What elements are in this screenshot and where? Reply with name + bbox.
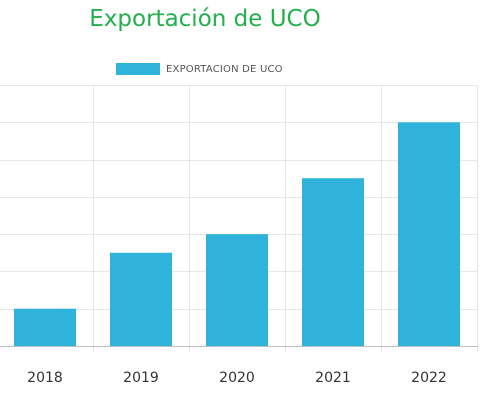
bar-2018[interactable] xyxy=(14,308,76,346)
x-tick-label: 2019 xyxy=(123,370,159,386)
chart-title: Exportación de UCO xyxy=(89,6,321,32)
bars xyxy=(14,122,460,347)
legend-swatch xyxy=(116,63,160,75)
bar-2020[interactable] xyxy=(206,234,268,346)
x-tick-label: 2021 xyxy=(315,370,351,386)
legend-label: EXPORTACION DE UCO xyxy=(166,63,283,75)
bar-2022[interactable] xyxy=(398,122,460,347)
bar-2019[interactable] xyxy=(110,252,172,346)
bar-2021[interactable] xyxy=(302,178,364,346)
x-tick-labels: 2018 2019 2020 2021 2022 xyxy=(27,370,447,386)
x-tick-label: 2020 xyxy=(219,370,255,386)
legend[interactable]: EXPORTACION DE UCO xyxy=(116,62,283,76)
x-tick-label: 2018 xyxy=(27,370,63,386)
x-tick-label: 2022 xyxy=(411,370,447,386)
